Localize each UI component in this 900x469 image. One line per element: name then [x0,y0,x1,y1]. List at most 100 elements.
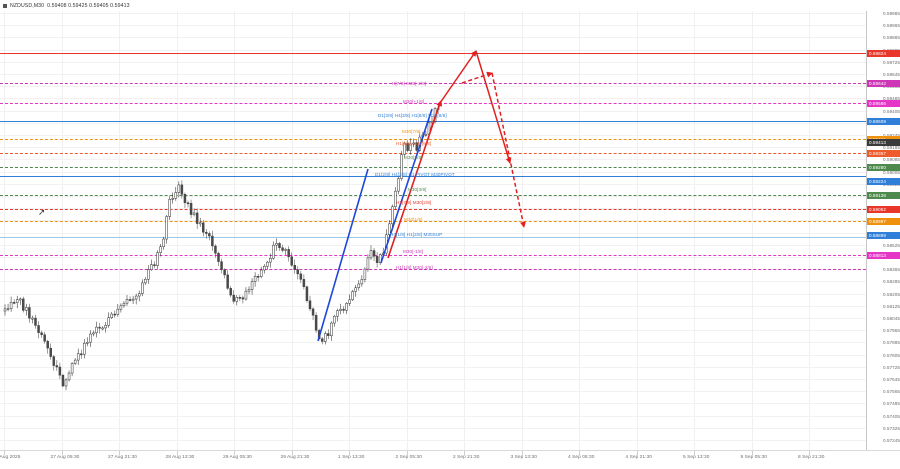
grid-line-vertical [4,11,5,450]
red-dashed-down-projection[interactable] [491,72,526,228]
price-badge-0: 0.59824 [867,50,900,57]
grid-line-vertical [234,11,235,450]
time-axis[interactable]: 26 Aug 2025 27 Aug 05:30 27 Aug 21:30 28 Au… [0,450,900,469]
level-annotation-6: D1[2/8] H4[2/8] H1 PIVOT M30PIVOT [375,172,455,177]
grid-line-horizontal [0,196,866,197]
grid-line-horizontal [0,208,866,210]
grid-line-vertical [176,11,178,450]
time-tick-mark [636,451,638,455]
grid-line-vertical [751,11,753,450]
price-tick-label: 0.58285 [883,279,900,285]
grid-line-horizontal [0,98,866,100]
grid-line-horizontal [0,366,866,368]
grid-line-vertical [521,11,523,450]
price-tick-label: 0.57645 [883,377,900,382]
level-annotation-8: H1[7/8] M30[2/8] [396,200,432,205]
price-tick-label: 0.58365 [883,267,900,273]
grid-line-horizontal [0,440,866,441]
time-tick-label: 4 Sep 05:30 [568,455,595,460]
chart-marker-icon [3,3,7,8]
grid-line-horizontal [0,25,866,27]
price-badge-8: 0.59138 [867,192,900,199]
red-down-projection[interactable] [475,50,512,164]
grid-line-horizontal [0,220,866,222]
grid-line-horizontal [0,183,866,185]
grid-line-horizontal [0,354,866,356]
blue-inner-trendline[interactable] [380,108,433,264]
price-badge-6: 0.59280 [867,164,900,171]
price-plot-area[interactable]: ➚ H[7/8] M30[-2/8] M30[+1/8] D1[3/8] H4[3/… [0,11,866,450]
time-tick-mark [176,451,178,455]
price-badge-2: 0.59586 [867,100,900,107]
price-tick-label: 0.57725 [883,364,900,370]
grid-line-horizontal [0,49,866,51]
grid-line-horizontal [0,147,866,149]
price-axis[interactable]: 0.599850.599650.598850.598050.597250.596… [866,11,900,450]
red-dashed-up-projection[interactable] [461,71,493,84]
price-tick-label: 0.57485 [883,401,900,407]
price-tick-label: 0.57805 [883,352,900,358]
price-tick-label: 0.59165 [883,145,900,151]
symbol-label: NZDUSD,M30 [10,2,45,9]
grid-line-vertical [406,11,408,450]
time-tick-label: 8 Sep 21:30 [798,455,825,460]
time-tick-label: 29 Aug 05:30 [223,455,252,460]
level-annotation-7: M30[3/8] [408,187,427,192]
grid-line-vertical [809,11,810,450]
time-tick-mark [751,451,753,455]
time-tick-mark [234,451,235,455]
grid-line-horizontal [0,171,866,173]
grid-line-horizontal [0,244,866,246]
time-tick-mark [119,451,120,455]
price-badge-12: 0.58813 [867,252,900,259]
price-badge-11: 0.58899 [867,232,900,239]
time-tick-label: 28 Aug 13:30 [165,455,195,460]
grid-line-horizontal [0,281,866,283]
price-badge-13: 0.59413 [867,139,900,146]
murrey-level-line-13 [0,269,866,270]
murrey-level-line-10 [0,221,866,222]
grid-line-horizontal [0,293,866,295]
level-annotation-3: M30[7/8] [402,129,421,134]
level-annotation-2: D1[3/8] H4[3/8] H1[8/8] M30[8/8] [378,113,447,118]
level-annotation-0: H[7/8] M30[-2/8] [392,81,427,86]
level-annotation-12: H1[1/8] M30[-2/8] [396,265,433,270]
price-tick-label: 0.59485 [883,96,900,102]
price-tick-label: 0.59005 [883,169,900,175]
price-tick-label: 0.58525 [883,242,900,248]
price-tick-label: 0.57325 [883,425,900,431]
murrey-level-line-9 [0,209,866,210]
grid-line-horizontal [0,61,866,63]
red-up-projection[interactable] [439,50,477,104]
candlestick-series [3,103,440,391]
time-tick-label: 1 Sep 13:30 [338,455,365,460]
murrey-level-line-8 [0,195,866,196]
grid-line-horizontal [0,379,866,380]
price-badge-7: 0.59224 [867,178,900,185]
price-tick-label: 0.59965 [883,23,900,29]
price-badge-9: 0.59052 [867,206,900,213]
grid-line-horizontal [0,74,866,75]
grid-line-vertical [579,11,580,450]
grid-line-horizontal [0,257,866,258]
grid-line-horizontal [0,135,866,136]
chart-overlay [3,50,526,391]
blue-support-trendline[interactable] [317,168,369,342]
grid-line-vertical [291,11,293,450]
time-tick-label: 3 Sep 13:30 [510,455,537,460]
chart-info-bar: NZDUSD,M30 0.59408 0.59425 0.59405 0.594… [0,0,900,11]
price-tick-label: 0.59405 [883,108,900,114]
murrey-level-line-2 [0,103,866,104]
price-tick-label: 0.59645 [883,72,900,77]
time-tick-mark [521,451,523,455]
price-badge-1: 0.59642 [867,80,900,87]
murrey-level-line-0 [0,53,866,54]
grid-line-vertical [636,11,638,450]
time-tick-mark [694,451,695,455]
grid-line-vertical [119,11,120,450]
time-tick-label: 8 Sep 05:30 [740,455,767,460]
murrey-level-line-1 [0,83,866,84]
time-tick-mark [349,451,350,455]
level-annotation-9: M30[1/8] [404,217,423,222]
price-tick-label: 0.57245 [883,438,900,443]
